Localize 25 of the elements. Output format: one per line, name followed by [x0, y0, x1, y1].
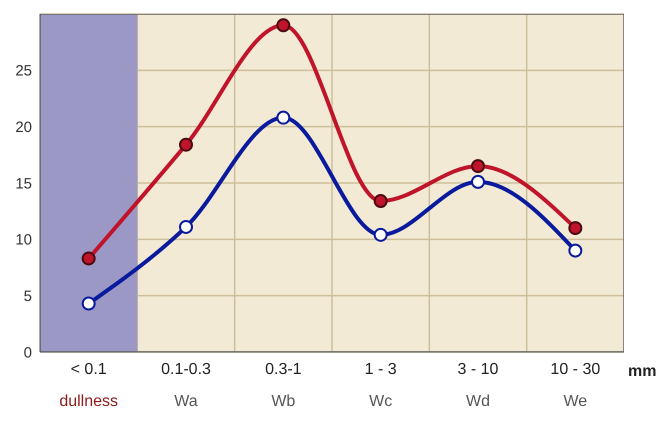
- point: [179, 138, 193, 152]
- point: [374, 194, 388, 208]
- x-tick-label: 0.3-1 Wb: [265, 361, 302, 410]
- point: [82, 296, 96, 311]
- point: [374, 228, 388, 242]
- y-tick-label: 25: [15, 62, 32, 80]
- x-tick-label: 3 - 10 Wd: [458, 361, 499, 410]
- x-tick-label: 10 - 30 We: [550, 361, 600, 410]
- y-tick-label: 20: [15, 118, 32, 136]
- point: [276, 110, 290, 125]
- point: [568, 244, 582, 258]
- x-axis-title: mm: [628, 363, 656, 381]
- point: [471, 159, 485, 174]
- x-tick-label: < 0.1 dullness: [59, 361, 118, 410]
- x-tick-label: 1 - 3 Wc: [364, 361, 397, 410]
- point: [471, 174, 485, 189]
- point: [179, 220, 193, 234]
- y-tick-label: 15: [15, 175, 32, 192]
- x-tick-label: 0.1-0.3 Wa: [161, 361, 212, 410]
- point: [82, 251, 96, 266]
- y-tick-label: 5: [24, 288, 32, 305]
- y-tick-label: 10: [15, 232, 32, 249]
- y-tick-label: 0: [24, 344, 32, 362]
- point: [568, 221, 582, 236]
- point: [276, 18, 290, 32]
